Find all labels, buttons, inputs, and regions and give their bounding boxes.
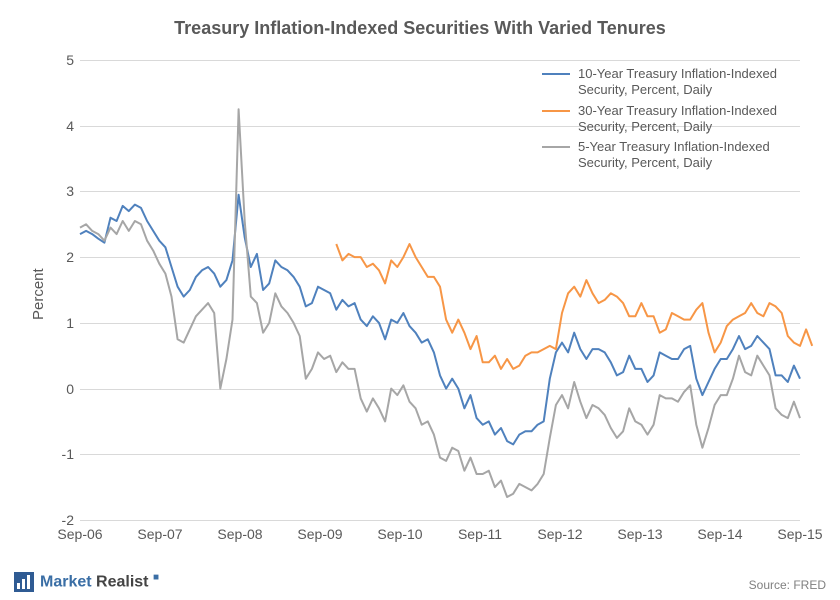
gridline bbox=[80, 520, 800, 521]
y-tick-label: 2 bbox=[44, 249, 74, 265]
x-tick-label: Sep-14 bbox=[697, 526, 742, 542]
legend-label: 10-Year Treasury Inflation-Indexed Secur… bbox=[578, 66, 788, 99]
x-tick-label: Sep-10 bbox=[377, 526, 422, 542]
legend-label: 30-Year Treasury Inflation-Indexed Secur… bbox=[578, 103, 788, 136]
x-tick-label: Sep-07 bbox=[137, 526, 182, 542]
legend-item: 10-Year Treasury Inflation-Indexed Secur… bbox=[542, 66, 788, 99]
y-tick-label: 3 bbox=[44, 183, 74, 199]
brand-logo-icon bbox=[14, 572, 34, 592]
legend-swatch bbox=[542, 146, 570, 148]
source-footer: Source: FRED bbox=[749, 578, 826, 592]
chart-container: Treasury Inflation-Indexed Securities Wi… bbox=[0, 0, 840, 600]
legend-label: 5-Year Treasury Inflation-Indexed Securi… bbox=[578, 139, 788, 172]
y-tick-label: 4 bbox=[44, 118, 74, 134]
x-tick-label: Sep-15 bbox=[777, 526, 822, 542]
y-axis-label: Percent bbox=[30, 268, 47, 320]
legend-swatch bbox=[542, 110, 570, 112]
legend-swatch bbox=[542, 73, 570, 75]
x-tick-label: Sep-09 bbox=[297, 526, 342, 542]
plot-area: -2-1012345 Sep-06Sep-07Sep-08Sep-09Sep-1… bbox=[80, 60, 800, 520]
brand-text: Market Realist ■ bbox=[40, 572, 159, 591]
legend-item: 5-Year Treasury Inflation-Indexed Securi… bbox=[542, 139, 788, 172]
x-tick-label: Sep-12 bbox=[537, 526, 582, 542]
x-tick-label: Sep-06 bbox=[57, 526, 102, 542]
series-line bbox=[80, 195, 800, 445]
y-tick-label: -1 bbox=[44, 446, 74, 462]
legend-item: 30-Year Treasury Inflation-Indexed Secur… bbox=[542, 103, 788, 136]
x-tick-label: Sep-13 bbox=[617, 526, 662, 542]
brand-word-1: Market bbox=[40, 574, 92, 591]
brand-tm-icon: ■ bbox=[153, 572, 159, 583]
y-tick-label: 1 bbox=[44, 315, 74, 331]
chart-title: Treasury Inflation-Indexed Securities Wi… bbox=[0, 18, 840, 39]
y-tick-label: 5 bbox=[44, 52, 74, 68]
brand-word-2: Realist bbox=[96, 574, 148, 591]
x-tick-label: Sep-11 bbox=[458, 526, 502, 542]
legend: 10-Year Treasury Inflation-Indexed Secur… bbox=[542, 66, 788, 176]
y-tick-label: 0 bbox=[44, 381, 74, 397]
brand-footer: Market Realist ■ bbox=[14, 572, 159, 592]
series-line bbox=[336, 244, 812, 369]
x-tick-label: Sep-08 bbox=[217, 526, 262, 542]
